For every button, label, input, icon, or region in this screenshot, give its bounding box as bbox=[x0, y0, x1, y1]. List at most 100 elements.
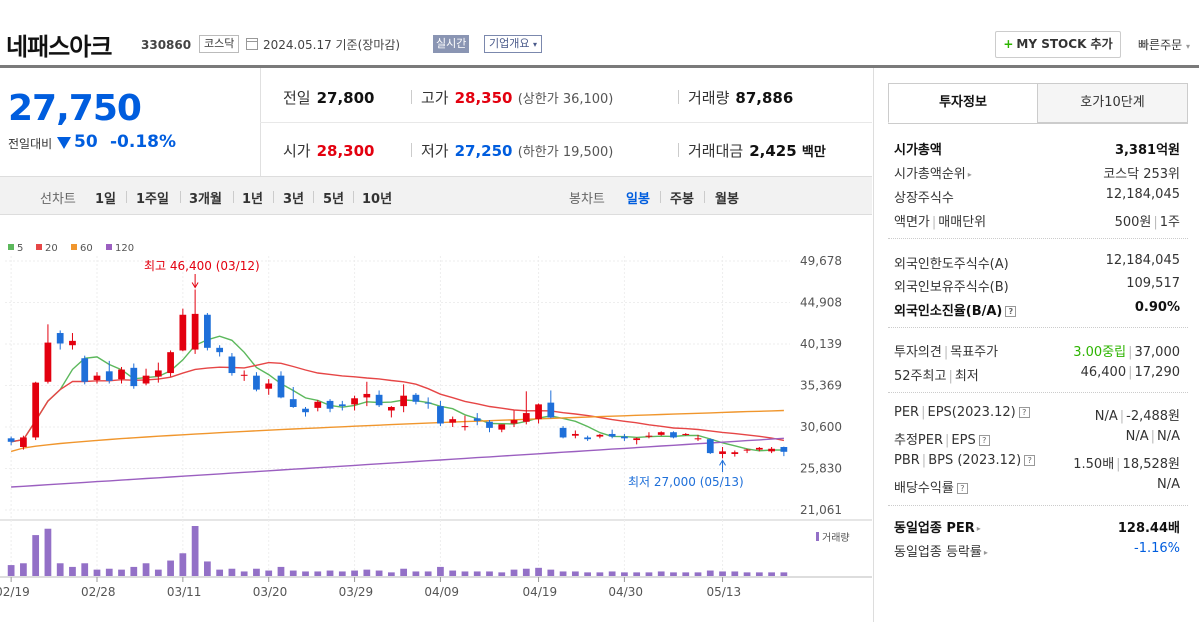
sector-change-label: 동일업종 등락률 bbox=[894, 545, 982, 560]
tab-orderbook-10[interactable]: 호가10단계 bbox=[1037, 83, 1188, 123]
candle-body bbox=[547, 402, 555, 418]
chevron-right-icon: ▸ bbox=[967, 170, 972, 179]
candle-body bbox=[216, 347, 224, 353]
week52-high-value: 46,400 bbox=[1080, 365, 1127, 380]
candle-body bbox=[7, 438, 15, 442]
sector-change-row[interactable]: 동일업종 등락률 ▸ -1.16% bbox=[894, 541, 1180, 563]
candle-body bbox=[473, 418, 481, 421]
bps-value: 18,528원 bbox=[1122, 457, 1180, 472]
realtime-button[interactable]: 실시간 bbox=[433, 35, 470, 53]
est-per-label: 추정PER bbox=[894, 433, 944, 448]
x-tick-label: 04/09 bbox=[424, 585, 459, 599]
candle-body bbox=[375, 394, 383, 406]
period-1d[interactable]: 1일 bbox=[95, 192, 117, 207]
volume-bar bbox=[400, 568, 408, 576]
foreign-holding-row: 외국인보유주식수(B) 109,517 bbox=[894, 276, 1180, 298]
candle-body bbox=[449, 419, 457, 423]
open-label: 시가 bbox=[283, 142, 311, 160]
investment-info-panel: 투자정보 호가10단계 시가총액 3,381억원 시가총액순위 ▸ 코스닥 253… bbox=[873, 68, 1199, 622]
volume-value: 87,886 bbox=[735, 89, 794, 107]
help-icon[interactable]: ? bbox=[1024, 455, 1036, 466]
trade-value-amount: 2,425 bbox=[749, 142, 797, 160]
candle-body bbox=[437, 406, 444, 424]
separator bbox=[678, 90, 679, 104]
help-icon[interactable]: ? bbox=[978, 435, 990, 446]
volume-label: 거래량 bbox=[688, 89, 730, 107]
separator bbox=[180, 191, 181, 203]
low-price: 저가 27,250 (하한가 19,500) bbox=[421, 140, 613, 161]
tab-investment-info[interactable]: 투자정보 bbox=[888, 83, 1038, 123]
volume-bar bbox=[32, 535, 40, 576]
market-cap-rank-row[interactable]: 시가총액순위 ▸ 코스닥 253위 bbox=[894, 163, 1180, 185]
par-value-value: 500원 bbox=[1114, 215, 1152, 230]
help-icon[interactable]: ? bbox=[1005, 306, 1017, 317]
period-10y[interactable]: 10년 bbox=[362, 192, 393, 207]
quick-order-button[interactable]: 빠른주문 ▾ bbox=[1138, 36, 1190, 53]
period-5y[interactable]: 5년 bbox=[323, 192, 345, 207]
foreign-limit-value: 12,184,045 bbox=[1105, 253, 1180, 268]
volume-bar bbox=[387, 572, 395, 576]
volume-bar bbox=[608, 571, 616, 576]
candle-body bbox=[535, 404, 542, 420]
candle-body bbox=[20, 437, 27, 448]
candle-body bbox=[302, 408, 309, 413]
divider bbox=[888, 327, 1188, 328]
foreign-exhaustion-value: 0.90% bbox=[1134, 300, 1180, 315]
candle-body bbox=[608, 433, 616, 437]
period-1w[interactable]: 1주일 bbox=[136, 192, 169, 207]
volume-bar bbox=[559, 571, 567, 576]
candle-body bbox=[571, 433, 579, 436]
candle-monthly[interactable]: 월봉 bbox=[715, 192, 739, 207]
volume-legend-label: 거래량 bbox=[822, 532, 850, 544]
stock-chart[interactable]: 49,678 44,908 40,139 35,369 30,600 25,830 21,0… bbox=[0, 216, 872, 622]
period-1y[interactable]: 1년 bbox=[242, 192, 264, 207]
sector-per-label: 동일업종 PER bbox=[894, 521, 975, 536]
high-annotation: 최고 46,400 (03/12) bbox=[144, 259, 260, 273]
est-per-row: 추정PER | EPS? N/A | N/A bbox=[894, 429, 1180, 448]
volume-bar bbox=[731, 571, 739, 576]
candle-body bbox=[228, 356, 236, 374]
company-overview-button[interactable]: 기업개요 ▾ bbox=[484, 35, 542, 53]
candle-body bbox=[412, 394, 420, 402]
candle-body bbox=[167, 352, 174, 374]
market-badge: 코스닥 bbox=[199, 35, 240, 53]
help-icon[interactable]: ? bbox=[956, 483, 968, 494]
candle-daily[interactable]: 일봉 bbox=[626, 192, 650, 207]
candle-body bbox=[743, 449, 751, 451]
volume-bar bbox=[755, 572, 763, 576]
candle-body bbox=[670, 432, 677, 438]
low-annotation: 최저 27,000 (05/13) bbox=[628, 475, 744, 489]
volume-bar bbox=[142, 563, 150, 576]
candle-body bbox=[314, 401, 322, 408]
per-label: PER bbox=[894, 405, 920, 420]
candlestick-chart-svg[interactable]: 49,678 44,908 40,139 35,369 30,600 25,830 21,0… bbox=[0, 216, 872, 622]
dividend-label: 배당수익률 bbox=[894, 481, 954, 496]
divider bbox=[888, 505, 1188, 506]
volume-bar bbox=[130, 566, 138, 576]
mystock-add-button[interactable]: + MY STOCK 추가 bbox=[995, 31, 1121, 58]
volume-bar bbox=[191, 526, 199, 576]
separator bbox=[313, 191, 314, 203]
volume-bar bbox=[20, 563, 27, 576]
x-tick-label: 02/19 bbox=[0, 585, 30, 599]
est-eps-label: EPS bbox=[951, 433, 976, 448]
market-cap-row: 시가총액 3,381억원 bbox=[894, 139, 1180, 161]
dividend-value: N/A bbox=[1157, 477, 1180, 492]
ma-line-120 bbox=[11, 437, 784, 488]
volume-bar bbox=[93, 569, 101, 576]
help-icon[interactable]: ? bbox=[1018, 407, 1030, 418]
stock-name[interactable]: 네패스아크 bbox=[6, 33, 112, 61]
pbr-row: PBR | BPS (2023.12)? 1.50배 | 18,528원 bbox=[894, 453, 1180, 472]
summary-divider bbox=[260, 122, 872, 123]
candle-body bbox=[498, 424, 506, 430]
candle-weekly[interactable]: 주봉 bbox=[670, 192, 694, 207]
period-3y[interactable]: 3년 bbox=[283, 192, 305, 207]
volume-bar bbox=[228, 568, 236, 576]
y-tick-label: 21,061 bbox=[800, 503, 842, 517]
chevron-down-icon: ▾ bbox=[1186, 42, 1191, 51]
period-3m[interactable]: 3개월 bbox=[189, 192, 222, 207]
legend-swatch bbox=[106, 244, 112, 250]
candle-body bbox=[755, 447, 763, 450]
candle-body bbox=[596, 434, 604, 437]
sector-per-row[interactable]: 동일업종 PER ▸ 128.44배 bbox=[894, 517, 1180, 539]
